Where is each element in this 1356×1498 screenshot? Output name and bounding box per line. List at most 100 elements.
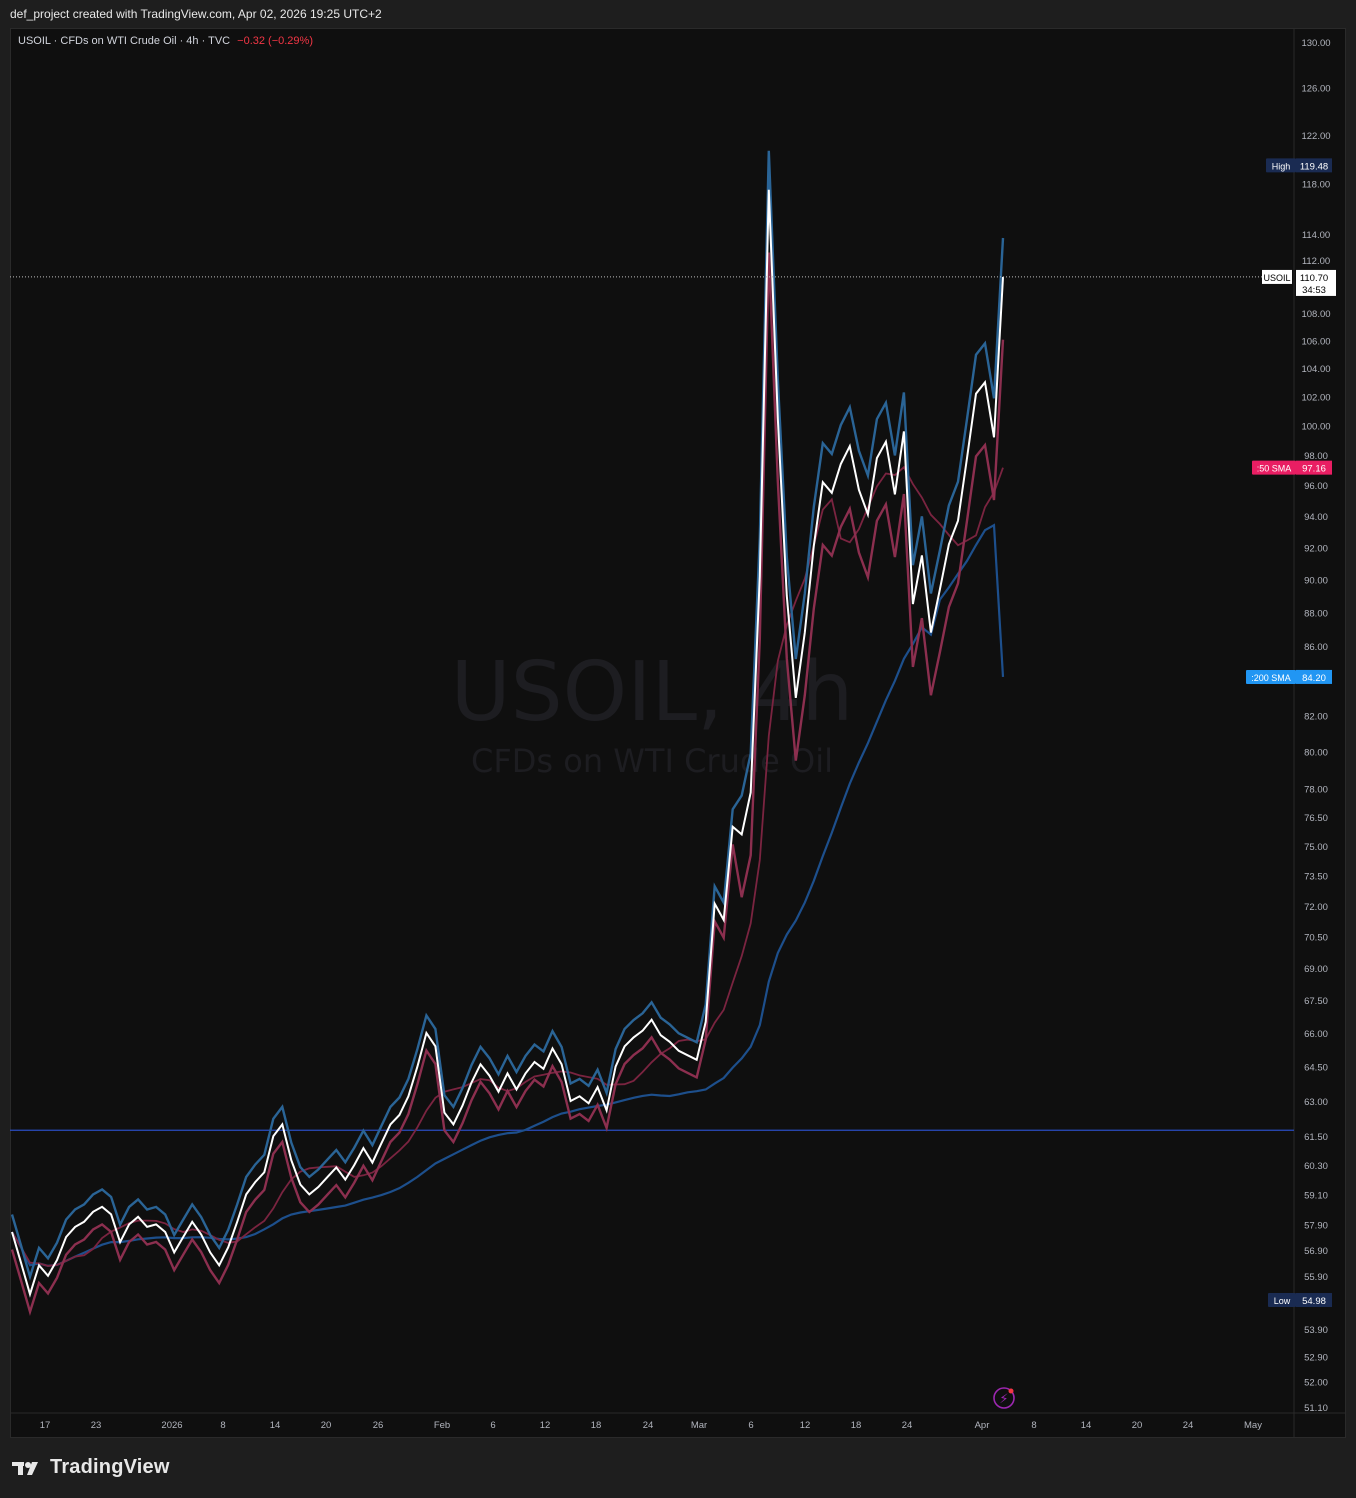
x-tick-label: 8 [1031, 1420, 1036, 1431]
symbol-legend[interactable]: USOIL · CFDs on WTI Crude Oil · 4h · TVC… [18, 35, 313, 47]
last-price-symbol: USOIL [1263, 273, 1290, 283]
alert-dot-icon [1008, 1388, 1014, 1394]
x-tick-label: 2026 [161, 1420, 182, 1431]
x-tick-label: 6 [490, 1420, 495, 1431]
high-badge: High 119.48 [1266, 158, 1332, 173]
high-badge-value: 119.48 [1300, 161, 1328, 172]
y-tick-label: 73.50 [1304, 872, 1328, 883]
sma50-badge-value: 97.16 [1302, 464, 1326, 475]
low-band-line [10, 252, 1005, 1316]
sma200-badge: :200 SMA 84.20 [1246, 669, 1332, 684]
y-tick-label: 104.00 [1301, 364, 1330, 375]
last-price-value: 110.70 [1300, 273, 1328, 284]
y-tick-label: 66.00 [1304, 1029, 1328, 1040]
y-tick-label: 57.90 [1304, 1220, 1328, 1231]
x-tick-label: 23 [91, 1420, 102, 1431]
lightning-glyph: ⚡ [999, 1392, 1008, 1407]
legend-change: −0.32 (−0.29%) [237, 35, 313, 47]
y-tick-label: 67.50 [1304, 996, 1328, 1007]
y-tick-label: 96.00 [1304, 481, 1328, 492]
x-tick-label: May [1244, 1420, 1262, 1431]
sma200-line [11, 523, 1005, 1268]
x-tick-label: 20 [1132, 1420, 1143, 1431]
x-tick-label: 18 [591, 1420, 602, 1431]
x-tick-label: 18 [851, 1420, 862, 1431]
y-tick-label: 98.00 [1304, 451, 1328, 462]
price-chart[interactable]: USOIL, 4h CFDs on WTI Crude Oil 130.0012… [0, 0, 1356, 1440]
lightning-icon [993, 1387, 1015, 1409]
high-band-line [10, 150, 1005, 1281]
y-tick-label: 100.00 [1301, 422, 1330, 433]
low-badge: Low 54.98 [1268, 1293, 1332, 1308]
top-bar: def_project created with TradingView.com… [0, 0, 1356, 30]
sma50-line [11, 465, 1004, 1267]
sma50-badge-label: :50 SMA [1257, 464, 1292, 474]
y-tick-label: 82.00 [1304, 712, 1328, 723]
x-tick-label: Feb [434, 1420, 450, 1431]
y-tick-label: 88.00 [1304, 608, 1328, 619]
sma50-badge: :50 SMA 97.16 [1252, 460, 1332, 475]
x-tick-label: 14 [270, 1420, 281, 1431]
y-tick-label: 86.00 [1304, 642, 1328, 653]
x-tick-label: 20 [321, 1420, 332, 1431]
y-tick-label: 51.10 [1304, 1403, 1328, 1414]
y-tick-label: 126.00 [1301, 84, 1330, 95]
last-price-countdown: 34:53 [1302, 285, 1326, 296]
y-tick-label: 130.00 [1301, 38, 1330, 49]
snapshot-caption: def_project created with TradingView.com… [10, 7, 382, 21]
y-tick-label: 114.00 [1302, 230, 1330, 241]
y-tick-label: 122.00 [1301, 131, 1330, 142]
x-tick-label: 14 [1081, 1420, 1092, 1431]
y-tick-label: 64.50 [1304, 1063, 1328, 1074]
x-tick-label: 17 [40, 1420, 51, 1431]
chart-frame[interactable] [10, 28, 1346, 1438]
legend-symbol-line: USOIL · CFDs on WTI Crude Oil · 4h · TVC [18, 35, 231, 47]
y-tick-label: 52.90 [1304, 1352, 1328, 1363]
x-tick-label: Mar [691, 1420, 707, 1431]
x-tick-label: 26 [373, 1420, 384, 1431]
y-tick-label: 92.00 [1304, 543, 1328, 554]
y-axis[interactable]: 130.00 126.00 122.00 118.00 114.00 112.00 108.… [1301, 38, 1330, 1414]
sma200-badge-label: :200 SMA [1251, 673, 1291, 683]
y-tick-label: 108.00 [1301, 309, 1330, 320]
y-tick-label: 72.00 [1304, 902, 1328, 913]
y-tick-label: 78.00 [1304, 785, 1328, 796]
x-tick-label: 24 [902, 1420, 913, 1431]
y-tick-label: 52.00 [1304, 1377, 1328, 1388]
low-badge-label: Low [1274, 1296, 1291, 1306]
tradingview-logo[interactable]: TradingView [12, 1456, 170, 1479]
watermark-subtitle: CFDs on WTI Crude Oil [471, 742, 833, 780]
y-tick-label: 61.50 [1304, 1132, 1328, 1143]
y-tick-label: 69.00 [1304, 964, 1328, 975]
y-tick-label: 106.00 [1301, 336, 1330, 347]
x-tick-label: 24 [643, 1420, 654, 1431]
alert-group[interactable]: ⚡ [993, 1387, 1015, 1409]
y-tick-label: 94.00 [1304, 512, 1328, 523]
y-tick-label: 56.90 [1304, 1246, 1328, 1257]
y-tick-label: 70.50 [1304, 933, 1328, 944]
price-badges: High 119.48 Low 54.98 :50 SMA 97.16 :200 SMA 84… [1246, 158, 1336, 1308]
x-tick-label: 12 [540, 1420, 551, 1431]
y-tick-label: 60.30 [1304, 1161, 1328, 1172]
y-tick-label: 102.00 [1301, 393, 1330, 404]
low-badge-value: 54.98 [1302, 1296, 1326, 1307]
y-tick-label: 59.10 [1304, 1190, 1328, 1201]
y-tick-label: 80.00 [1304, 748, 1328, 759]
y-tick-label: 63.00 [1304, 1097, 1328, 1108]
footer: TradingView [0, 1440, 1356, 1498]
x-tick-label: 6 [748, 1420, 753, 1431]
price-group [10, 150, 1294, 1316]
y-tick-label: 90.00 [1304, 576, 1328, 587]
y-tick-label: 76.50 [1304, 813, 1328, 824]
y-tick-label: 118.00 [1302, 180, 1330, 191]
x-axis[interactable]: 17 23 2026 8 14 20 26 Feb 6 12 18 24 Mar 6 12 18 24 Apr 8 1… [40, 1420, 1263, 1431]
axis-lines [10, 28, 1346, 1437]
x-tick-label: 8 [220, 1420, 225, 1431]
y-tick-label: 112.00 [1302, 256, 1330, 267]
x-tick-label: Apr [975, 1420, 990, 1431]
logo-text: TradingView [50, 1456, 170, 1478]
y-tick-label: 53.90 [1304, 1325, 1328, 1336]
sma200-badge-value: 84.20 [1302, 673, 1326, 684]
y-tick-label: 75.00 [1304, 842, 1328, 853]
